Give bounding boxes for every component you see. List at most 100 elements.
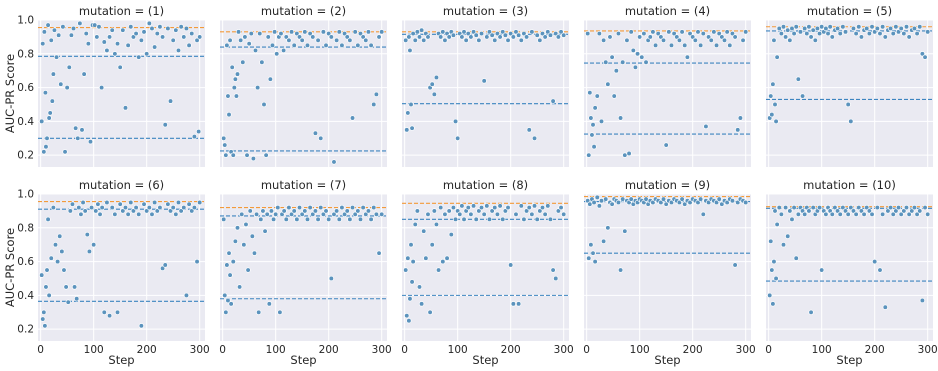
data-point [268, 208, 275, 214]
data-point [890, 211, 896, 217]
data-point [605, 81, 611, 87]
data-point [48, 37, 54, 43]
data-point [197, 199, 203, 206]
data-point [465, 204, 471, 211]
x-tick-label: 300 [190, 344, 210, 356]
data-point [78, 211, 84, 217]
data-point [244, 152, 250, 158]
data-point [459, 34, 465, 40]
data-point [173, 211, 179, 217]
data-point [732, 262, 738, 268]
data-point [46, 292, 52, 299]
data-point [594, 194, 600, 201]
data-point [768, 93, 774, 99]
data-point [586, 255, 592, 261]
data-point [780, 242, 787, 248]
data-point [911, 204, 918, 211]
data-point [808, 34, 814, 40]
data-point [154, 30, 160, 37]
data-point [149, 211, 155, 217]
data-point [336, 216, 342, 222]
data-point [225, 297, 231, 304]
data-point [874, 25, 880, 32]
data-point [433, 74, 440, 81]
data-point [344, 208, 350, 214]
data-point [856, 24, 862, 30]
data-point [679, 196, 685, 202]
data-point [410, 258, 416, 265]
data-point [615, 30, 622, 37]
data-point [191, 204, 198, 211]
data-point [278, 30, 284, 37]
data-point [737, 115, 744, 121]
data-point [861, 211, 867, 217]
data-point [429, 81, 435, 87]
data-point [690, 34, 696, 40]
data-point [331, 159, 337, 165]
data-point [598, 118, 605, 125]
data-point [470, 203, 477, 209]
data-point [307, 204, 313, 211]
data-point [719, 34, 725, 40]
data-point [178, 208, 184, 214]
data-point [502, 32, 509, 38]
data-point [893, 208, 899, 214]
data-point [96, 24, 102, 30]
data-point [545, 203, 551, 209]
data-point [534, 216, 540, 222]
data-point [245, 267, 251, 273]
data-point [925, 29, 931, 35]
data-point [233, 93, 240, 99]
data-point [344, 34, 350, 40]
data-point [48, 255, 54, 261]
data-point [674, 34, 680, 40]
data-point [823, 211, 829, 217]
data-point [136, 211, 142, 217]
data-point [697, 196, 704, 202]
data-point [592, 258, 598, 265]
data-point [288, 29, 295, 35]
data-point [919, 51, 926, 57]
data-point [264, 211, 270, 217]
data-point [647, 34, 653, 40]
data-point [774, 54, 780, 60]
data-point [159, 265, 166, 271]
data-point [486, 216, 493, 222]
data-point [260, 208, 266, 214]
data-point [476, 208, 482, 214]
data-point [80, 199, 86, 206]
data-point [628, 29, 634, 35]
data-point [151, 44, 158, 50]
data-point [513, 29, 519, 35]
data-point [442, 211, 448, 217]
data-point [518, 37, 524, 43]
data-point [785, 233, 791, 239]
data-point [555, 34, 562, 40]
data-point [703, 123, 709, 130]
data-point [594, 93, 600, 99]
data-point [555, 208, 562, 214]
panel-10: mutation = (10) 0 100 200 300 Step [765, 178, 937, 367]
data-point [256, 309, 262, 315]
data-point [106, 313, 113, 319]
data-point [825, 30, 831, 37]
data-point [872, 29, 878, 35]
data-point [708, 37, 714, 43]
data-point [68, 32, 75, 38]
data-point [221, 135, 227, 141]
data-point [463, 37, 469, 43]
data-point [43, 144, 49, 150]
data-point [157, 24, 163, 30]
data-point [54, 258, 61, 265]
data-point [144, 51, 150, 57]
data-point [721, 37, 728, 43]
data-point [613, 68, 619, 74]
data-point [170, 204, 176, 211]
data-point [341, 30, 348, 37]
data-point [326, 216, 332, 222]
data-point [719, 201, 725, 207]
data-point [819, 267, 825, 273]
data-point [133, 30, 139, 37]
x-tick-label: 0 [219, 344, 226, 356]
data-point [457, 211, 463, 217]
